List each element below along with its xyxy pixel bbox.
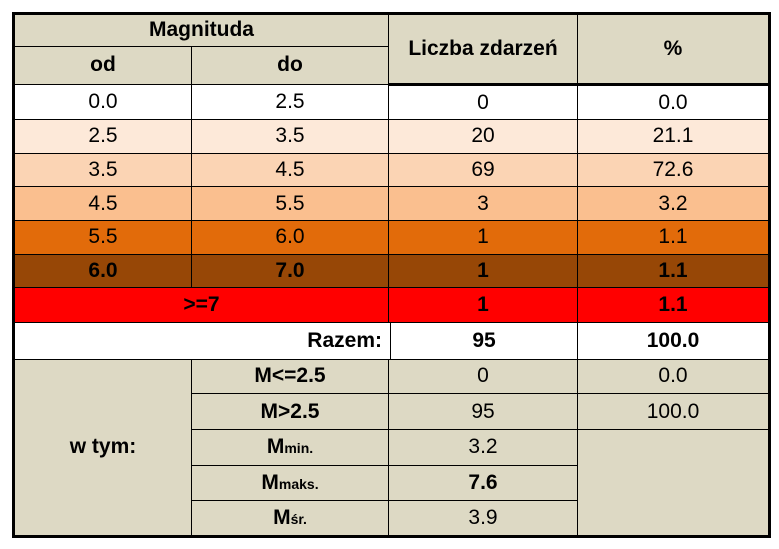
breakdown-row: Mmin. 3.2 [14,428,770,538]
m-subscript: maks. [278,475,319,492]
table-row: 6.0 7.0 1 1.1 [13,253,770,289]
cell-to: 6.0 [191,219,389,255]
magnitude-table: Magnituda Liczba zdarzeń % od do 0.0 2.5… [12,12,771,538]
header-percent: % [577,12,770,87]
header-from: od [13,45,192,86]
label-m-min: Mmin. [191,428,389,466]
header-magnitude: Magnituda [13,13,389,47]
m-subscript: min. [284,440,314,457]
cell-percent: 100.0 [577,393,770,430]
breakdown-row: w tym: M<=2.5 0 0.0 [13,358,770,538]
cell-to: 3.5 [191,119,389,154]
cell-value: 3.9 [388,500,578,537]
cell-count: 0 [388,84,578,120]
m-symbol: M [266,435,285,459]
cell-percent: 1.1 [577,219,770,255]
header-count: Liczba zdarzeń [388,12,578,87]
cell-count: 20 [388,119,578,154]
cell-from: 6.0 [13,253,192,289]
breakdown-row: Mmaks. 7.6 [14,464,770,502]
total-label: Razem: [307,328,382,352]
total-percent: 100.0 [577,321,770,360]
table-row: 3.5 4.5 69 72.6 [13,152,770,188]
cell-to: 2.5 [191,84,389,120]
cell-from: 0.0 [13,84,192,120]
m-symbol: M [273,506,291,530]
cell-percent: 0.0 [577,84,770,120]
cell-from: 2.5 [13,119,192,154]
m-subscript: śr. [290,511,307,528]
table-row: 5.5 6.0 1 1.1 [13,219,770,255]
header-to: do [191,45,389,86]
cell-count: 1 [388,253,578,289]
total-count: 95 [390,323,577,359]
cell-percent: 1.1 [577,253,770,289]
cell-percent: 72.6 [577,152,770,188]
m-symbol: M [261,470,279,494]
cell-to: 4.5 [191,152,389,188]
empty-percent-cell [577,428,770,538]
cell-from: 5.5 [13,219,192,255]
label-m-gt25: M>2.5 [191,393,389,430]
breakdown-row: M>2.5 95 100.0 [14,393,770,430]
label-m-avg: Mśr. [191,500,389,537]
breakdown-row: Mśr. 3.9 [14,500,770,537]
table-row: 0.0 2.5 0 0.0 [13,84,770,120]
cell-count: 1 [388,287,578,323]
cell-percent: 1.1 [577,287,770,323]
table-row: 4.5 5.5 3 3.2 [13,186,770,221]
cell-count: 3 [388,186,578,221]
cell-to: 7.0 [191,253,389,289]
label-m-le25: M<=2.5 [191,358,389,395]
cell-value: 3.2 [388,428,578,466]
cell-value: 7.6 [388,464,578,502]
table-row: 2.5 3.5 20 21.1 [13,119,770,154]
cell-range-ge7: >=7 [13,287,389,323]
cell-percent: 21.1 [577,119,770,154]
cell-count: 1 [388,219,578,255]
cell-count: 0 [388,358,578,395]
total-row: Razem: 95 100.0 [13,321,770,360]
cell-percent: 3.2 [577,186,770,221]
cell-percent: 0.0 [577,358,770,395]
cell-from: 4.5 [13,186,192,221]
breakdown-label: w tym: [13,358,192,538]
table-row-ge7: >=7 1 1.1 [13,287,770,323]
cell-count: 69 [388,152,578,188]
cell-from: 3.5 [13,152,192,188]
label-m-max: Mmaks. [191,464,389,502]
cell-count: 95 [388,393,578,430]
cell-to: 5.5 [191,186,389,221]
